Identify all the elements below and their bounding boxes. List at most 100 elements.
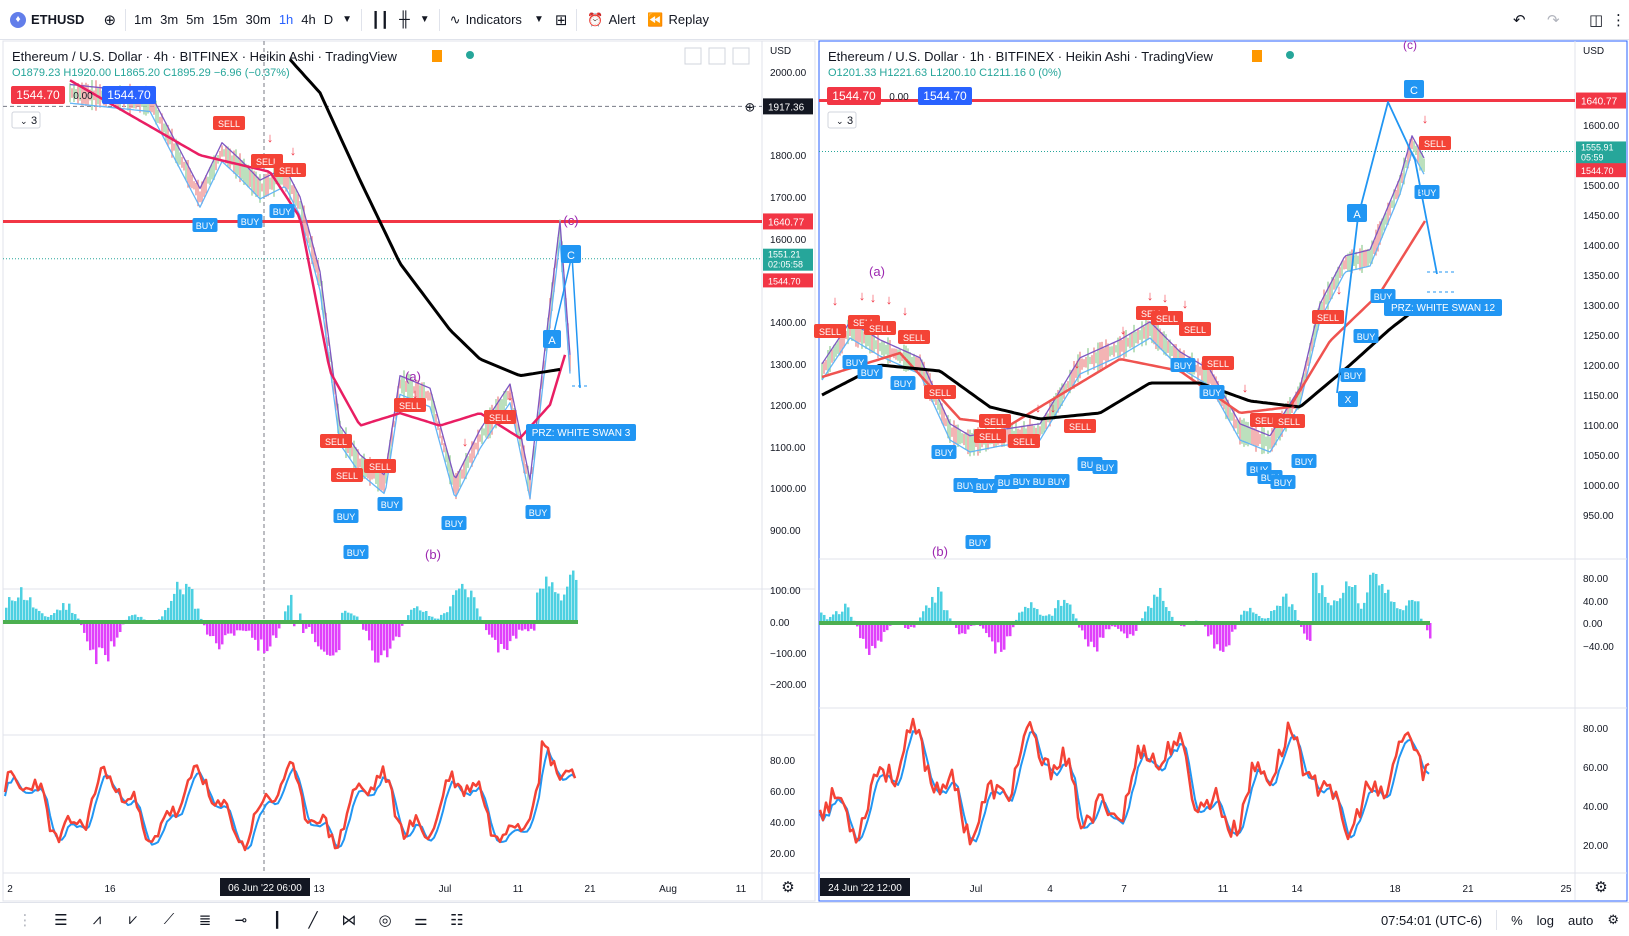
vertical-lines-icon[interactable]: ┃ xyxy=(272,911,282,929)
interval-1h[interactable]: 1h xyxy=(278,12,294,27)
right-osc-bar xyxy=(1078,623,1081,628)
left-osc-bar xyxy=(521,622,524,631)
wave-pattern-icon[interactable]: ⩗ xyxy=(128,911,138,928)
xabcd-pattern-icon[interactable]: ⋈ xyxy=(341,911,357,929)
chevron-down-icon: ⌄ xyxy=(20,116,28,126)
horizontal-lines-icon[interactable]: ☰ xyxy=(54,911,68,929)
left-red-level-label: 1640.77 xyxy=(768,217,805,228)
right-osc-bar xyxy=(1426,623,1429,631)
sell-signal-label: SELL xyxy=(336,471,358,481)
chart-type-icon[interactable]: ╫ xyxy=(399,11,410,28)
right-osc-bar xyxy=(1159,587,1162,623)
maximize-icon[interactable] xyxy=(732,47,750,65)
right-osc-tick: 0.00 xyxy=(1583,619,1603,630)
left-osc-bar xyxy=(179,589,182,622)
left-ask-button[interactable] xyxy=(102,86,156,104)
left-osc-bar xyxy=(299,613,302,622)
right-osc-bar xyxy=(997,623,1000,643)
right-osc-bar xyxy=(1357,603,1360,623)
buy-signal-label: BUY xyxy=(1357,332,1376,342)
buy-signal xyxy=(525,505,551,519)
undo-icon[interactable]: ↶ xyxy=(1513,11,1526,29)
left-osc-bar xyxy=(449,606,452,622)
percent-toggle[interactable]: % xyxy=(1511,912,1523,928)
symbol-search[interactable]: ♦ ETHUSD xyxy=(0,11,84,28)
left-osc-bar xyxy=(473,597,476,622)
templates-icon[interactable]: ⊞ xyxy=(554,11,568,29)
crosshair-plus-icon[interactable]: ⊕ xyxy=(745,99,756,114)
pattern-point-c-label: C xyxy=(567,250,575,262)
interval-4h[interactable]: 4h xyxy=(301,12,316,27)
scroll-down-icon[interactable] xyxy=(684,47,702,65)
left-collapse-indicators[interactable] xyxy=(11,111,41,129)
right-ask-button[interactable] xyxy=(918,87,972,105)
interval-30m[interactable]: 30m xyxy=(245,12,271,27)
line-tool-icon[interactable]: ╱ xyxy=(308,911,318,929)
right-chart-layer: 1600.001550.001500.001450.001400.001350.… xyxy=(814,40,1626,896)
auto-toggle[interactable]: auto xyxy=(1568,912,1594,928)
left-osc-bar xyxy=(572,570,575,622)
gear-icon[interactable]: ⚙ xyxy=(1594,879,1607,896)
right-osc-bar xyxy=(1216,623,1219,645)
settings-icon[interactable]: ⚙ xyxy=(1607,912,1619,927)
left-osc-tick: −200.00 xyxy=(770,680,807,691)
trend-line-icon[interactable]: ⟋ xyxy=(163,911,175,928)
flag-icon xyxy=(432,50,442,62)
close-icon[interactable] xyxy=(708,47,726,65)
right-osc-bar xyxy=(1234,623,1237,630)
chevron-down-icon[interactable]: ▼ xyxy=(342,14,353,25)
sell-signal-label: SELL xyxy=(929,388,951,398)
left-osc-bar xyxy=(245,622,248,632)
left-osc-bar xyxy=(485,622,488,631)
right-osc-bar xyxy=(841,611,844,623)
redo-icon[interactable]: ↷ xyxy=(1547,11,1560,29)
sell-arrow-icon: ↓ xyxy=(902,303,909,318)
alert-button[interactable]: ⏰ Alert xyxy=(581,0,641,40)
buy-signal xyxy=(343,545,369,559)
right-pattern-line xyxy=(1336,101,1438,394)
interval-1m[interactable]: 1m xyxy=(134,12,153,27)
interval-D[interactable]: D xyxy=(323,12,334,27)
ray-icon[interactable]: ⊸ xyxy=(234,911,248,929)
fib-icon[interactable]: ≣ xyxy=(198,911,212,929)
layout-icon[interactable]: ◫ xyxy=(1589,11,1604,29)
abc-pattern-icon[interactable]: ⩘ xyxy=(92,911,102,928)
left-bid-button[interactable] xyxy=(11,86,65,104)
interval-3m[interactable]: 3m xyxy=(160,12,179,27)
buy-signal-label: BUY xyxy=(1250,465,1269,475)
left-osc-bar xyxy=(230,622,233,634)
compare-add-icon[interactable]: ⊕ xyxy=(103,11,117,29)
left-red-level-tag xyxy=(763,213,813,230)
right-bid-button[interactable] xyxy=(827,87,881,105)
replay-button[interactable]: ⏪ Replay xyxy=(641,0,715,40)
right-collapse-indicators[interactable] xyxy=(827,111,857,129)
left-osc-bar xyxy=(395,622,398,637)
left-osc-bar xyxy=(413,608,416,622)
right-osc-bar xyxy=(1366,592,1369,623)
drag-handle-icon[interactable]: ⋮ xyxy=(17,911,33,929)
right-osc-bar xyxy=(982,623,985,629)
left-osc-bar xyxy=(551,582,554,622)
interval-15m[interactable]: 15m xyxy=(212,12,238,27)
interval-5m[interactable]: 5m xyxy=(186,12,205,27)
indicators-button[interactable]: ∿ Indicators ▼ xyxy=(444,0,550,40)
adjust-lines-icon[interactable]: ☷ xyxy=(450,911,464,929)
log-toggle[interactable]: log xyxy=(1536,912,1555,928)
wave-a-label: (a) xyxy=(405,369,421,384)
spiral-icon[interactable]: ◎ xyxy=(378,911,392,929)
right-osc-bar xyxy=(1126,623,1129,639)
right-time-tick: 4 xyxy=(1047,884,1053,895)
left-osc-bar xyxy=(140,616,143,622)
buy-signal xyxy=(377,497,403,511)
clock-label[interactable]: 07:54:01 (UTC-6) xyxy=(1380,912,1483,928)
more-icon[interactable]: ⋮ xyxy=(1611,11,1626,29)
settings-lines-icon[interactable]: ⚌ xyxy=(414,911,428,929)
chart-area[interactable]: 2000.00 1800.00 1700.00 1600.00 1400.00 1300.… xyxy=(0,40,1629,902)
gear-icon[interactable]: ⚙ xyxy=(781,879,794,896)
sell-arrow-icon: ↓ xyxy=(267,130,274,145)
left-osc-bar xyxy=(563,594,566,622)
candles-icon[interactable]: ┃┃ xyxy=(371,11,390,29)
chevron-down-icon[interactable]: ▼ xyxy=(419,14,430,25)
left-osc-bar xyxy=(14,601,17,622)
right-rsi-tick: 40.00 xyxy=(1583,802,1608,813)
